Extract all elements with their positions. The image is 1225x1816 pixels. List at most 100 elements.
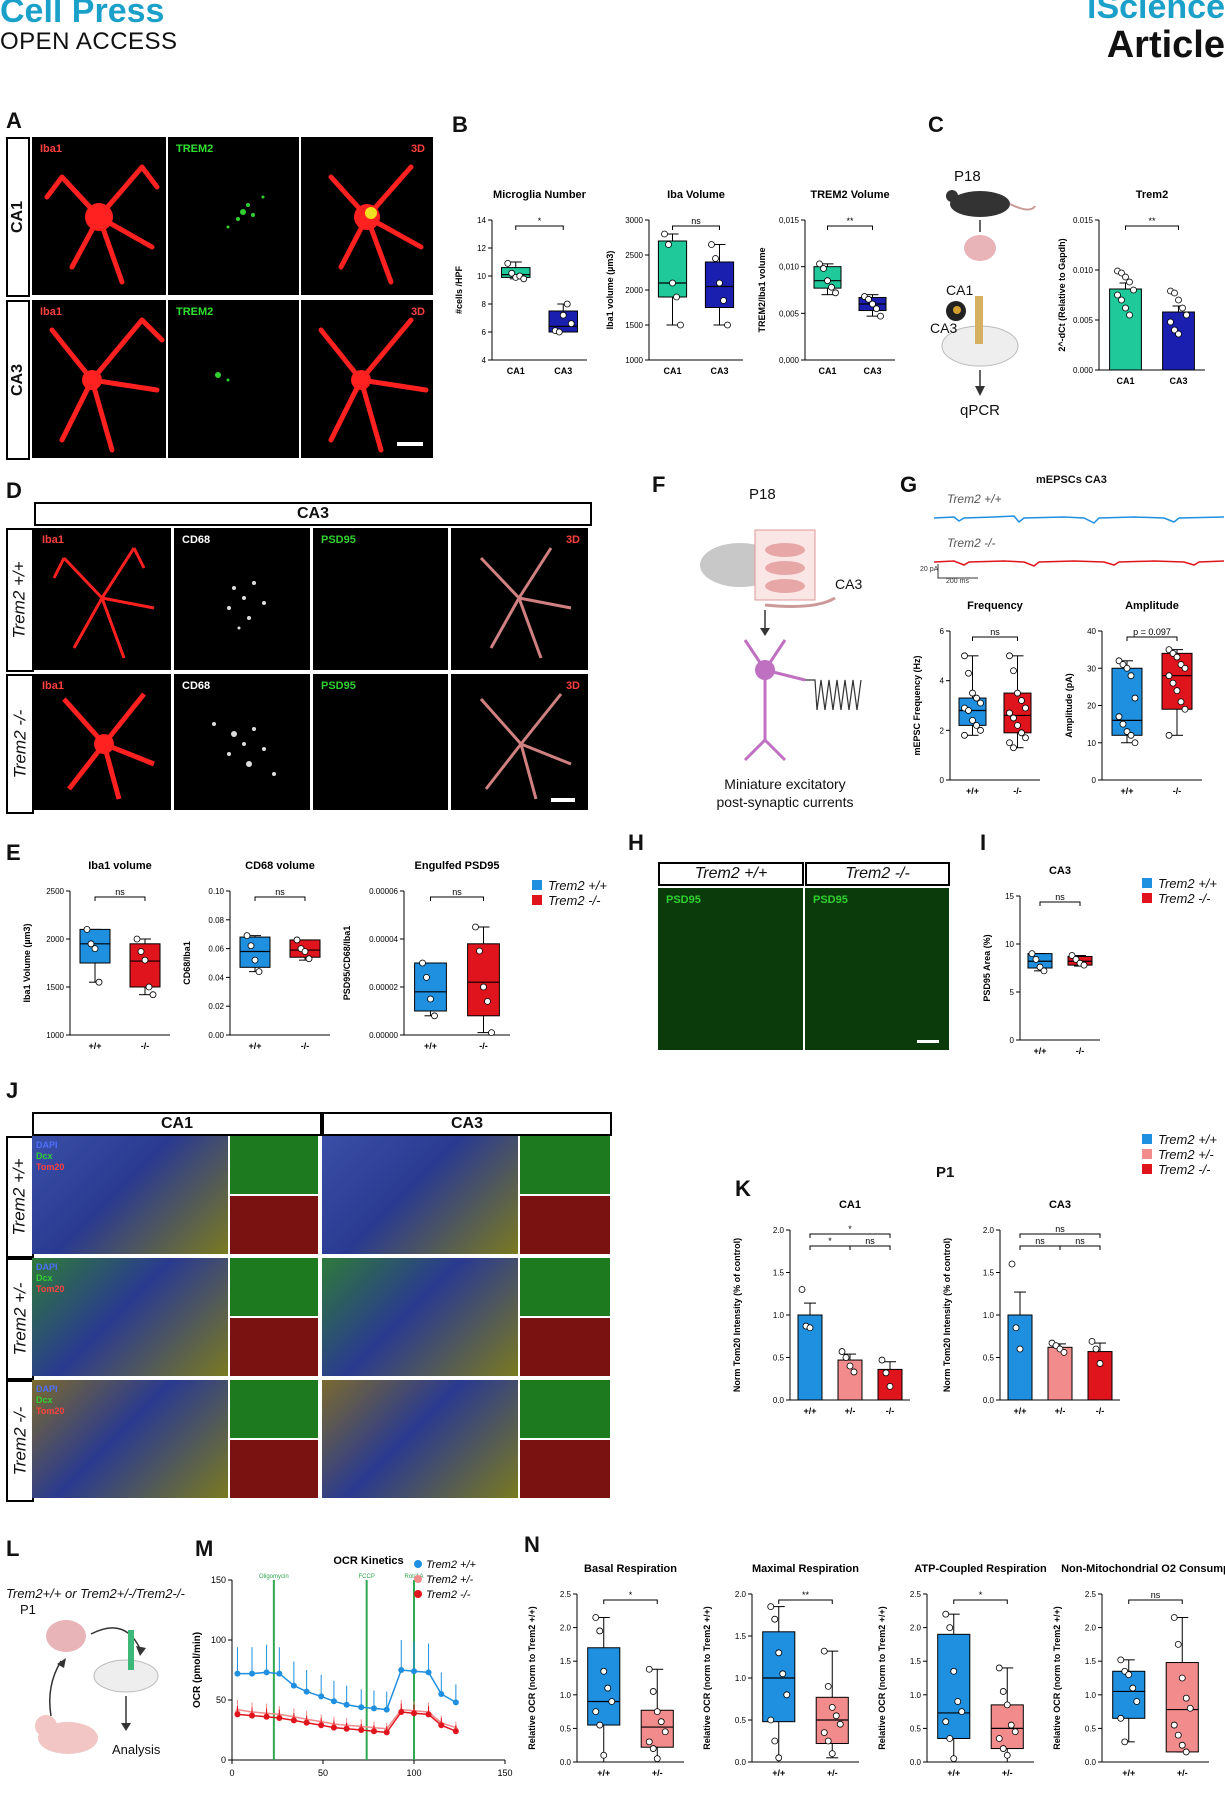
data-point	[1170, 1721, 1178, 1729]
significance-bracket	[1019, 1245, 1061, 1250]
significance-label: p = 0.097	[1133, 627, 1171, 637]
y-tick-label: 0,000	[779, 356, 800, 365]
data-point	[995, 1735, 1003, 1742]
significance-label: ns	[1055, 1224, 1065, 1234]
y-tick-label: 0.00006	[369, 887, 398, 896]
significance-label: ns	[1035, 1236, 1045, 1246]
data-point	[961, 652, 968, 660]
data-point	[645, 1738, 653, 1746]
data-point	[1178, 1674, 1186, 1682]
data-point	[504, 260, 512, 267]
data-point	[950, 1667, 958, 1675]
data-point	[234, 1670, 241, 1677]
data-point	[1183, 311, 1190, 319]
data-point	[1119, 720, 1127, 728]
data-point	[508, 269, 516, 277]
data-point	[724, 321, 731, 329]
micrograph-a-ca1-trem2: TREM2	[168, 137, 299, 295]
significance-label: *	[848, 1224, 852, 1234]
data-point	[816, 260, 823, 268]
data-point	[873, 305, 880, 313]
micrograph-d-ko-cd68: CD68	[174, 674, 310, 810]
micrograph-j-ca3-wt-tom20	[520, 1196, 610, 1254]
data-point	[1096, 1360, 1104, 1367]
y-axis-label: Norm Tom20 Intensity (% of control)	[732, 1238, 742, 1392]
micrograph-d-wt-iba1: Iba1	[34, 528, 171, 670]
panel-a-row-ca3: CA3	[6, 300, 30, 460]
data-point	[398, 1667, 405, 1673]
y-tick-label: 6	[482, 328, 487, 337]
injection-label: Rot/AA	[404, 1574, 423, 1580]
mouse-icon	[950, 191, 1010, 217]
significance-label: ns	[1151, 1590, 1161, 1600]
panel-letter-n: N	[524, 1532, 540, 1557]
micrograph-a-ca3-trem2: TREM2	[168, 300, 299, 458]
y-tick-label: 0.02	[208, 1002, 224, 1011]
panel-letter-b: B	[452, 112, 468, 137]
micrograph-j-channel-label: Tom20	[36, 1162, 65, 1172]
data-point	[665, 241, 672, 248]
x-tick-label: CA1	[1116, 376, 1134, 386]
data-point	[330, 1698, 337, 1705]
chart-iba-volume: Iba Volume 1000 1500 2000 2500 3000 Iba1 volum…	[605, 189, 743, 376]
legend-e-ko: Trem2 -/-	[532, 893, 607, 908]
significance-bracket	[1125, 225, 1179, 230]
x-tick-label: 100	[406, 1768, 421, 1778]
significance-bracket	[1019, 1233, 1101, 1238]
y-tick-label: 150	[211, 1575, 226, 1585]
data-point	[767, 1716, 775, 1724]
y-tick-label: 2.0	[560, 1624, 572, 1633]
data-point	[708, 241, 715, 248]
data-point	[779, 1670, 787, 1678]
data-point	[1008, 1260, 1016, 1268]
data-point	[1175, 296, 1182, 304]
data-point	[961, 731, 968, 739]
micrograph-d-ko-psd95: PSD95	[313, 674, 448, 810]
data-point	[771, 1737, 779, 1745]
y-axis-label: 2^-dCt (Relative to Gapdh)	[1057, 238, 1067, 351]
data-point	[383, 1706, 390, 1713]
data-point	[645, 1665, 653, 1673]
data-point	[1117, 1656, 1125, 1664]
box	[1161, 652, 1193, 710]
data-point	[1118, 269, 1125, 277]
y-tick-label: 1.0	[1085, 1691, 1097, 1700]
chart-psd95-area: CA3 0 5 10 15 PSD95 Area (%) +/+ -/- ns	[982, 865, 1100, 1056]
data-point	[1165, 731, 1173, 739]
y-tick-label: 8	[482, 300, 487, 309]
data-point	[820, 265, 827, 272]
data-point	[1122, 304, 1129, 312]
significance-label: **	[846, 216, 854, 226]
significance-bracket	[672, 225, 720, 230]
legend-i-ko: Trem2 -/-	[1142, 891, 1217, 906]
data-point	[1040, 967, 1048, 975]
data-point	[965, 707, 972, 714]
chart-title: Amplitude	[1125, 600, 1179, 612]
bar	[1087, 1351, 1113, 1401]
significance-bracket	[953, 1599, 1008, 1604]
data-point	[1022, 734, 1029, 742]
data-point	[1182, 1694, 1190, 1702]
micrograph-j-channel-label: DAPI	[36, 1262, 58, 1272]
chart-title: Iba1 volume	[88, 860, 152, 872]
data-point	[1016, 1345, 1024, 1353]
significance-bracket	[515, 225, 564, 230]
x-tick-label: +/+	[88, 1041, 101, 1051]
y-tick-label: 3000	[625, 216, 643, 225]
data-point	[783, 1691, 791, 1699]
data-point	[1028, 950, 1036, 957]
significance-label: ns	[115, 887, 125, 897]
data-point	[1006, 739, 1013, 747]
x-tick-label: +/-	[845, 1406, 856, 1416]
data-point	[828, 1750, 836, 1758]
y-tick-label: 0.00004	[369, 935, 398, 944]
data-point	[1003, 1751, 1011, 1759]
chart-title: CD68 volume	[245, 860, 315, 872]
data-point	[559, 311, 567, 319]
data-point	[1060, 1348, 1068, 1356]
box	[657, 240, 688, 298]
micrograph-j-ca3-ko-merge	[322, 1380, 518, 1498]
data-point	[1010, 744, 1017, 752]
significance-label: ns	[1075, 1236, 1085, 1246]
significance-label: *	[979, 1590, 983, 1600]
